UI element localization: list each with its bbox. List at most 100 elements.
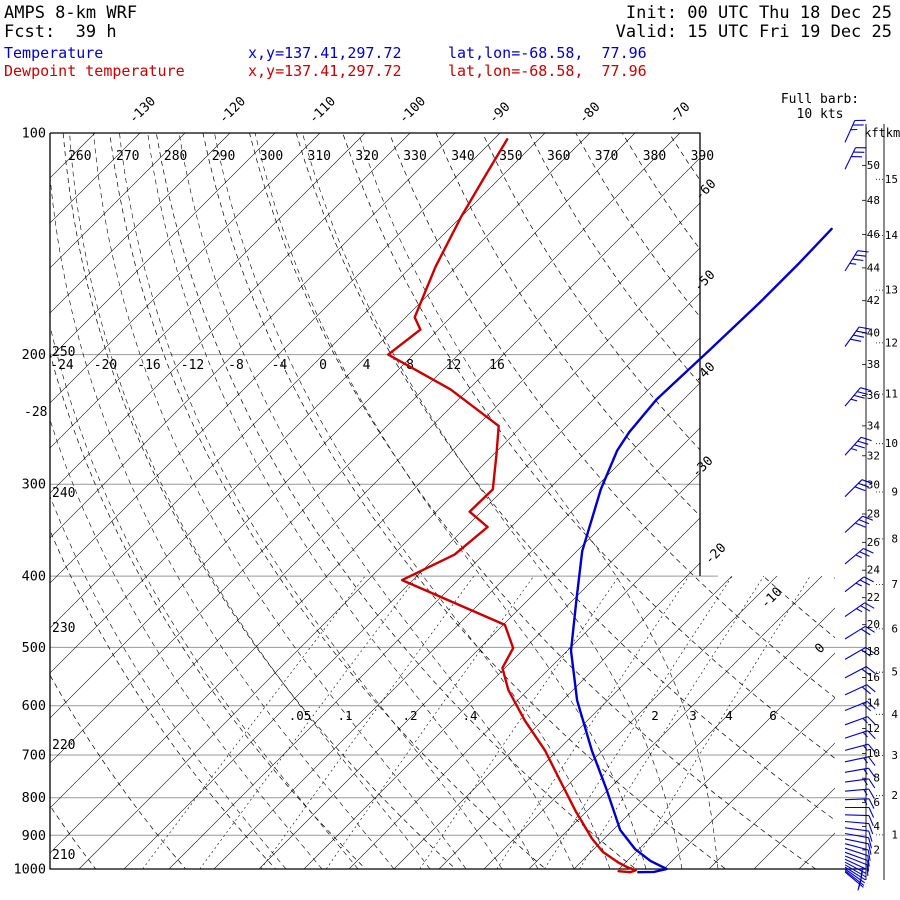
height-axis: kft km24681012141618202224262830323436384… <box>862 124 900 880</box>
svg-text:3: 3 <box>891 749 898 762</box>
svg-text:4: 4 <box>891 708 898 721</box>
forecast-hour: Fcst: 39 h <box>4 22 117 42</box>
svg-text:7: 7 <box>891 578 898 591</box>
svg-text:-10: -10 <box>758 585 785 612</box>
svg-text:4: 4 <box>873 820 880 833</box>
svg-text:230: 230 <box>52 621 75 636</box>
svg-text:-130: -130 <box>126 94 159 127</box>
svg-text:310: 310 <box>308 149 331 164</box>
svg-text:0: 0 <box>319 358 327 373</box>
svg-text:400: 400 <box>22 569 46 585</box>
svg-text:12: 12 <box>867 722 880 735</box>
svg-text:-80: -80 <box>576 100 603 127</box>
svg-text:km: km <box>886 126 900 140</box>
svg-text:300: 300 <box>22 477 46 493</box>
svg-text:-20: -20 <box>702 541 729 568</box>
svg-text:40: 40 <box>867 326 880 339</box>
svg-text:13: 13 <box>885 284 898 297</box>
svg-text:28: 28 <box>867 508 880 521</box>
svg-text:34: 34 <box>867 419 881 432</box>
svg-text:44: 44 <box>867 261 881 274</box>
svg-text:26: 26 <box>867 536 880 549</box>
svg-text:1: 1 <box>891 828 898 841</box>
svg-text:1000: 1000 <box>13 862 46 878</box>
svg-text:370: 370 <box>595 149 618 164</box>
svg-text:-110: -110 <box>306 94 339 127</box>
dry-adiabats <box>50 133 835 869</box>
svg-text:500: 500 <box>22 640 46 656</box>
svg-text:-24: -24 <box>50 358 74 373</box>
svg-text:15: 15 <box>885 173 898 186</box>
svg-text:0: 0 <box>812 641 828 657</box>
svg-text:280: 280 <box>164 149 187 164</box>
pressure-axis-labels: 100 200 300 400 500 600 700 800 900 1000 <box>13 126 46 878</box>
svg-text:210: 210 <box>52 848 75 863</box>
svg-text:22: 22 <box>867 591 880 604</box>
svg-text:320: 320 <box>355 149 378 164</box>
legend-temperature-xy: x,y=137.41,297.72 <box>248 44 402 62</box>
svg-text:-90: -90 <box>486 100 513 127</box>
svg-text:.2: .2 <box>402 708 417 723</box>
init-time: Init: 00 UTC Thu 18 Dec 25 <box>625 3 892 23</box>
full-barb-note: Full barb: 10 kts <box>770 92 870 122</box>
svg-text:350: 350 <box>499 149 522 164</box>
svg-text:12: 12 <box>446 358 462 373</box>
temperature-trace <box>569 227 833 874</box>
mixing-ratio-labels: .05 .1 .2 .4 2 3 4 6 <box>289 708 777 723</box>
dewpoint-trace <box>387 138 637 874</box>
svg-text:-120: -120 <box>216 94 249 127</box>
svg-text:300: 300 <box>260 149 283 164</box>
svg-text:360: 360 <box>547 149 570 164</box>
svg-text:-16: -16 <box>137 358 160 373</box>
full-barb-note-line2: 10 kts <box>796 107 844 122</box>
isotherms <box>50 133 835 869</box>
moist-adiabat-labels: -24 -20 -16 -12 -8 -4 0 4 8 12 16-28 <box>24 358 505 420</box>
valid-time: Valid: 15 UTC Fri 19 Dec 25 <box>615 22 892 42</box>
svg-text:2: 2 <box>873 843 880 856</box>
svg-text:16: 16 <box>867 671 880 684</box>
svg-text:-60: -60 <box>692 177 719 204</box>
svg-text:6: 6 <box>769 708 777 723</box>
svg-text:8: 8 <box>891 532 898 545</box>
legend-dewpoint-label: Dewpoint temperature <box>4 62 185 80</box>
svg-text:700: 700 <box>22 748 46 764</box>
plot-border <box>49 132 866 870</box>
svg-text:220: 220 <box>52 738 75 753</box>
pressure-gridlines <box>50 354 866 870</box>
svg-text:10: 10 <box>885 437 898 450</box>
svg-text:-50: -50 <box>691 268 718 295</box>
svg-text:-20: -20 <box>94 358 117 373</box>
svg-text:200: 200 <box>22 347 46 363</box>
svg-text:600: 600 <box>22 698 46 714</box>
svg-text:42: 42 <box>867 294 880 307</box>
svg-text:24: 24 <box>867 564 881 577</box>
svg-text:11: 11 <box>885 388 898 401</box>
svg-text:16: 16 <box>489 358 505 373</box>
svg-text:10: 10 <box>867 747 880 760</box>
wind-barbs <box>844 119 876 891</box>
svg-text:48: 48 <box>867 194 880 207</box>
svg-text:18: 18 <box>867 645 880 658</box>
moist-adiabats <box>50 133 719 869</box>
svg-text:6: 6 <box>891 622 898 635</box>
svg-text:.05: .05 <box>289 708 312 723</box>
legend-temperature-latlon: lat,lon=-68.58, 77.96 <box>448 44 647 62</box>
svg-text:-28: -28 <box>24 405 47 420</box>
svg-text:2: 2 <box>651 708 659 723</box>
svg-text:8: 8 <box>873 772 880 785</box>
svg-text:340: 340 <box>451 149 474 164</box>
svg-text:-70: -70 <box>666 100 693 127</box>
svg-text:.1: .1 <box>337 708 352 723</box>
svg-text:38: 38 <box>867 358 880 371</box>
svg-text:900: 900 <box>22 828 46 844</box>
svg-text:14: 14 <box>867 697 881 710</box>
svg-text:.4: .4 <box>462 708 477 723</box>
model-title: AMPS 8-km WRF <box>4 3 138 23</box>
svg-text:12: 12 <box>885 336 898 349</box>
svg-text:-30: -30 <box>689 454 716 481</box>
svg-text:5: 5 <box>891 666 898 679</box>
dry-adiabat-left-labels: 250 240 230 220 210 <box>52 345 75 863</box>
svg-text:270: 270 <box>116 149 139 164</box>
svg-text:390: 390 <box>691 149 714 164</box>
dry-adiabat-top-labels: 260 270 280 290 300 310 320 330 340 350 360 370 380 3… <box>68 149 714 164</box>
